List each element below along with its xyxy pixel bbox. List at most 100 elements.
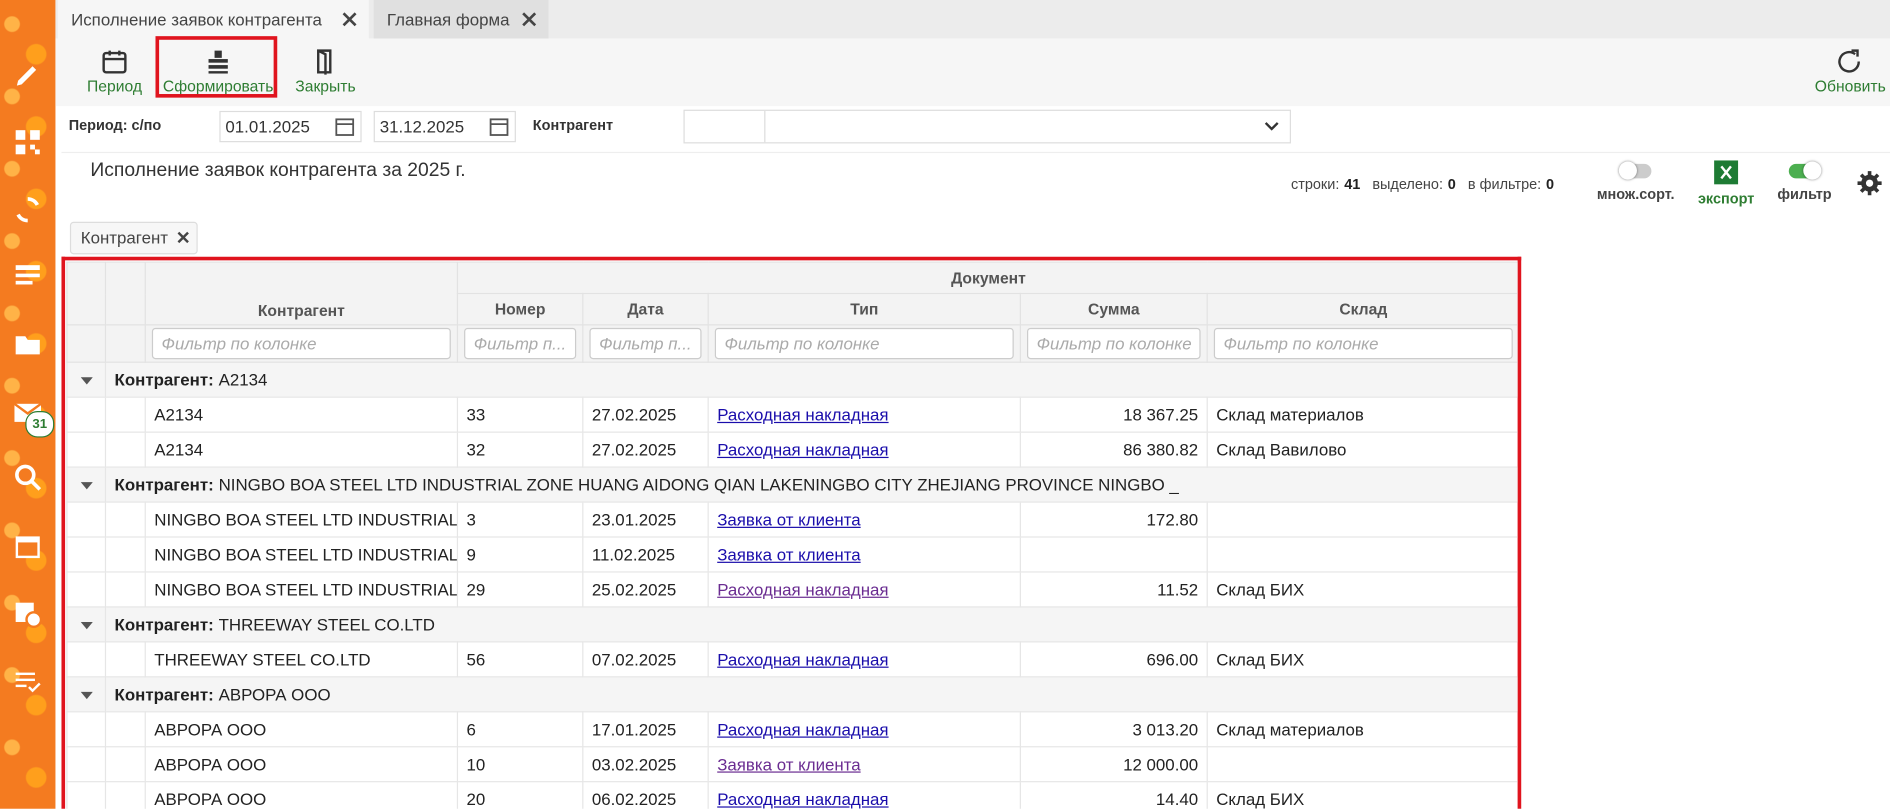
column-filter[interactable]: Фильтр по колонке	[714, 327, 1014, 360]
group-row: Контрагент: АВРОРА ООО	[66, 676, 1518, 713]
column-filter[interactable]: Фильтр по колонке	[1027, 327, 1201, 360]
settings-icon[interactable]	[1856, 170, 1883, 197]
data-row[interactable]: A2134 33 27.02.2025 Расходная накладная 18 3…	[66, 396, 1518, 433]
tab[interactable]: Главная форма	[373, 0, 549, 39]
document-link[interactable]: Заявка от клиента	[717, 509, 861, 530]
date-from-input[interactable]: 01.01.2025	[219, 110, 362, 143]
calendar-picker[interactable]	[335, 117, 355, 136]
cell: 29	[456, 571, 584, 608]
column-header[interactable]: Склад	[1206, 292, 1518, 326]
cell: Расходная накладная	[707, 641, 1021, 678]
group-value: АВРОРА ООО	[218, 684, 331, 704]
sync-icon[interactable]	[13, 195, 42, 224]
column-header[interactable]: Сумма	[1019, 292, 1208, 326]
counterparty-select[interactable]	[683, 109, 1291, 144]
cell: 07.02.2025	[582, 641, 709, 678]
group-label: Контрагент:	[114, 614, 214, 635]
chip-remove[interactable]	[177, 231, 190, 244]
group-chip[interactable]: Контрагент	[69, 221, 199, 255]
data-row[interactable]: NINGBO BOA STEEL LTD INDUSTRIAL... 3 23.01…	[66, 501, 1518, 538]
column-filter[interactable]: Фильтр по колонке	[1213, 327, 1513, 360]
column-filter[interactable]: Фильтр по колонке	[151, 327, 451, 360]
spacer-cell	[66, 641, 107, 678]
cell: 12 000.00	[1019, 746, 1208, 783]
column-filter[interactable]: Фильтр п...	[464, 327, 577, 360]
cell: Склад БИХ	[1206, 781, 1518, 809]
collapse-toggle[interactable]	[80, 481, 93, 491]
column-header[interactable]: Контрагент	[144, 261, 459, 326]
cell: 86 380.82	[1019, 431, 1208, 468]
expand-cell	[66, 361, 107, 398]
data-row[interactable]: NINGBO BOA STEEL LTD INDUSTRIAL... 29 25.0…	[66, 571, 1518, 608]
grid-body: Контрагент: A2134 A2134 33 27.02.2025 Расходн…	[66, 361, 1518, 809]
column-header[interactable]: Номер	[456, 292, 584, 326]
cell: 27.02.2025	[582, 431, 709, 468]
cell: 56	[456, 641, 584, 678]
calendar-icon[interactable]	[13, 532, 42, 561]
document-link[interactable]: Расходная накладная	[717, 719, 889, 739]
refresh-button[interactable]: Обновить	[1813, 48, 1888, 95]
date-from: 01.01.2025	[225, 116, 310, 137]
folder-icon[interactable]	[13, 330, 42, 359]
tab-close[interactable]	[522, 12, 537, 27]
document-link[interactable]: Расходная накладная	[717, 789, 889, 809]
multisort-switch[interactable]: множ.сорт.	[1594, 161, 1678, 203]
cell: Склад материалов	[1206, 711, 1518, 748]
filter-switch[interactable]: фильтр	[1772, 161, 1837, 203]
list-icon[interactable]	[13, 260, 42, 289]
table-clock-icon[interactable]	[13, 599, 43, 629]
close-button[interactable]: Закрыть	[293, 48, 358, 95]
edit-icon[interactable]	[13, 60, 42, 89]
collapse-toggle[interactable]	[80, 691, 93, 701]
spacer-cell	[104, 711, 146, 748]
group-cell: Контрагент: THREEWAY STEEL CO.LTD	[104, 606, 1518, 643]
expand-cell	[66, 606, 107, 643]
stat-label: строки:	[1290, 175, 1340, 193]
column-header[interactable]: Тип	[707, 292, 1021, 326]
cell: 23.01.2025	[582, 501, 709, 538]
tab[interactable]: Исполнение заявок контрагента	[57, 0, 369, 39]
qr-icon[interactable]	[13, 128, 42, 157]
filter-cell: Фильтр по колонке	[144, 324, 459, 363]
document-link[interactable]: Расходная накладная	[717, 649, 889, 669]
chip-label: Контрагент	[80, 227, 169, 248]
period-button[interactable]: Период	[87, 48, 142, 95]
document-link[interactable]: Расходная накладная	[717, 405, 889, 425]
collapse-toggle[interactable]	[80, 376, 93, 386]
export-button[interactable]: экспорт	[1694, 160, 1759, 207]
group-cell: Контрагент: АВРОРА ООО	[104, 676, 1518, 713]
mail-badge: 31	[25, 411, 55, 438]
document-link[interactable]: Заявка от клиента	[717, 544, 861, 565]
data-row[interactable]: АВРОРА ООО 6 17.01.2025 Расходная накладная…	[66, 711, 1518, 748]
tab-close[interactable]	[342, 12, 357, 27]
date-to-input[interactable]: 31.12.2025	[373, 110, 516, 143]
filter-cell: Фильтр п...	[456, 324, 584, 363]
column-header[interactable]: Дата	[582, 292, 709, 326]
cell: 172.80	[1019, 501, 1208, 538]
search-icon[interactable]	[13, 463, 42, 492]
period-icon	[102, 50, 127, 74]
spacer-cell	[104, 501, 146, 538]
cell: 03.02.2025	[582, 746, 709, 783]
data-row[interactable]: АВРОРА ООО 10 03.02.2025 Заявка от клиента 1…	[66, 746, 1518, 783]
document-link[interactable]: Расходная накладная	[717, 579, 889, 600]
generate-button[interactable]: Сформировать	[163, 48, 274, 95]
cell: A2134	[144, 431, 459, 468]
excel-icon	[1714, 160, 1739, 185]
data-row[interactable]: АВРОРА ООО 20 06.02.2025 Расходная накладна…	[66, 781, 1518, 809]
calendar-picker[interactable]	[489, 117, 509, 136]
spacer-cell	[66, 746, 107, 783]
collapse-toggle[interactable]	[80, 621, 93, 631]
data-row[interactable]: A2134 32 27.02.2025 Расходная накладная 86 3…	[66, 431, 1518, 468]
checklist-icon[interactable]	[13, 667, 42, 696]
document-link[interactable]: Расходная накладная	[717, 439, 889, 460]
data-row[interactable]: NINGBO BOA STEEL LTD INDUSTRIAL... 9 11.02…	[66, 536, 1518, 573]
column-filter[interactable]: Фильтр п...	[589, 327, 702, 360]
data-row[interactable]: THREEWAY STEEL CO.LTD 56 07.02.2025 Расходн…	[66, 641, 1518, 678]
filter-cell: Фильтр п...	[582, 324, 709, 363]
cell: Заявка от клиента	[707, 501, 1021, 538]
cell: 33	[456, 396, 584, 433]
document-link[interactable]: Заявка от клиента	[717, 754, 861, 774]
